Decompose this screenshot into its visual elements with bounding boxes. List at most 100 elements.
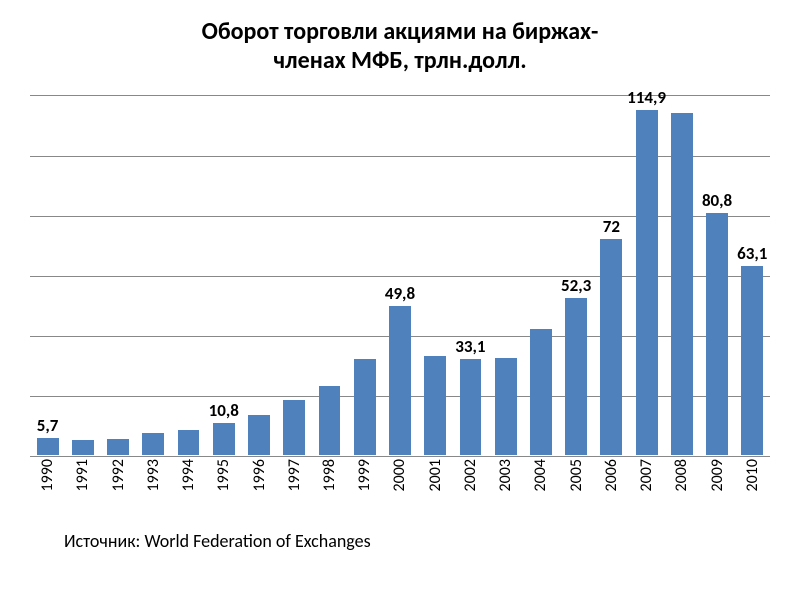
bar-slot [312, 386, 347, 455]
bar [37, 438, 59, 455]
bar [354, 359, 376, 455]
bar-slot [664, 113, 699, 455]
x-axis-label: 2009 [708, 459, 727, 491]
x-axis-label: 2004 [531, 459, 550, 491]
x-tick: 2009 [699, 459, 734, 491]
chart-container: Оборот торговли акциями на биржах- члена… [0, 0, 800, 600]
bar-slot [277, 400, 312, 456]
bar [107, 439, 129, 455]
x-axis-label: 2006 [602, 459, 621, 491]
x-axis: 1990 1991 1992 1993 1994 1995 1996 1997 1998 1999… [30, 459, 770, 491]
bar [248, 415, 270, 456]
plot-area: 5,710,849,833,152,372114,980,863,1 [30, 95, 770, 455]
x-axis-label: 2001 [426, 459, 445, 491]
bar [460, 359, 482, 455]
bar-value-label: 5,7 [37, 415, 59, 436]
bar [600, 239, 622, 455]
grid-line [30, 456, 770, 457]
bar [213, 423, 235, 455]
x-tick: 1998 [312, 459, 347, 491]
x-axis-label: 1990 [38, 459, 57, 491]
source-text: Источник: World Federation of Exchanges [64, 530, 371, 552]
bar-slot [100, 439, 135, 455]
bar-slot: 114,9 [629, 110, 664, 455]
x-tick: 1995 [206, 459, 241, 491]
x-tick: 2004 [523, 459, 558, 491]
x-axis-label: 1994 [179, 459, 198, 491]
chart-title-line1: Оборот торговли акциями на биржах- [0, 18, 800, 47]
x-axis-label: 2010 [743, 459, 762, 491]
bar-slot [136, 433, 171, 455]
bar [741, 266, 763, 455]
x-tick: 1994 [171, 459, 206, 491]
bar [706, 213, 728, 455]
x-axis-label: 2000 [390, 459, 409, 491]
bar-slot: 72 [594, 239, 629, 455]
bar-slot [488, 358, 523, 456]
x-axis-label: 2003 [496, 459, 515, 491]
bar [565, 298, 587, 455]
bar [495, 358, 517, 456]
x-axis-label: 1996 [250, 459, 269, 491]
bar [142, 433, 164, 455]
chart-title-line2: членах МФБ, трлн.долл. [0, 47, 800, 76]
bar-value-label: 10,8 [209, 400, 239, 421]
x-axis-label: 1992 [109, 459, 128, 491]
bar-slot [241, 415, 276, 456]
x-axis-label: 1993 [144, 459, 163, 491]
x-axis-label: 2008 [672, 459, 691, 491]
bar [424, 356, 446, 455]
x-tick: 2000 [382, 459, 417, 491]
bar-slot: 33,1 [453, 359, 488, 455]
bar-value-label: 52,3 [561, 275, 591, 296]
bar-slot [523, 329, 558, 455]
bar-slot: 5,7 [30, 438, 65, 455]
x-tick: 1997 [277, 459, 312, 491]
bar-slot [65, 440, 100, 455]
x-tick: 2003 [488, 459, 523, 491]
x-tick: 2001 [418, 459, 453, 491]
chart-title: Оборот торговли акциями на биржах- члена… [0, 0, 800, 76]
bar [283, 400, 305, 456]
bar [389, 306, 411, 455]
x-tick: 2007 [629, 459, 664, 491]
x-tick: 2006 [594, 459, 629, 491]
x-axis-label: 2007 [637, 459, 656, 491]
bar [72, 440, 94, 455]
x-axis-label: 2002 [461, 459, 480, 491]
x-tick: 2010 [735, 459, 770, 491]
bar-value-label: 49,8 [385, 283, 415, 304]
x-tick: 1996 [241, 459, 276, 491]
x-tick: 1993 [136, 459, 171, 491]
bar-slot: 49,8 [382, 306, 417, 455]
bar-slot [171, 430, 206, 455]
bar-slot: 10,8 [206, 423, 241, 455]
bar-value-label: 33,1 [455, 336, 485, 357]
x-tick: 2008 [664, 459, 699, 491]
bar [636, 110, 658, 455]
bar [530, 329, 552, 455]
x-axis-label: 1997 [285, 459, 304, 491]
x-tick: 2005 [559, 459, 594, 491]
bar-value-label: 114,9 [627, 87, 666, 108]
x-axis-label: 1999 [355, 459, 374, 491]
x-axis-label: 1995 [214, 459, 233, 491]
x-tick: 1991 [65, 459, 100, 491]
x-tick: 2002 [453, 459, 488, 491]
x-axis-label: 2005 [567, 459, 586, 491]
bar-value-label: 80,8 [702, 190, 732, 211]
x-axis-label: 1991 [73, 459, 92, 491]
bar [178, 430, 200, 455]
bars-row: 5,710,849,833,152,372114,980,863,1 [30, 96, 770, 455]
x-tick: 1999 [347, 459, 382, 491]
bar-slot: 80,8 [699, 213, 734, 455]
bar-slot [418, 356, 453, 455]
bar [671, 113, 693, 455]
bar-value-label: 72 [603, 216, 620, 237]
x-axis-label: 1998 [320, 459, 339, 491]
bar [319, 386, 341, 455]
x-tick: 1992 [100, 459, 135, 491]
bar-slot: 63,1 [735, 266, 770, 455]
bar-slot [347, 359, 382, 455]
bar-value-label: 63,1 [737, 243, 767, 264]
